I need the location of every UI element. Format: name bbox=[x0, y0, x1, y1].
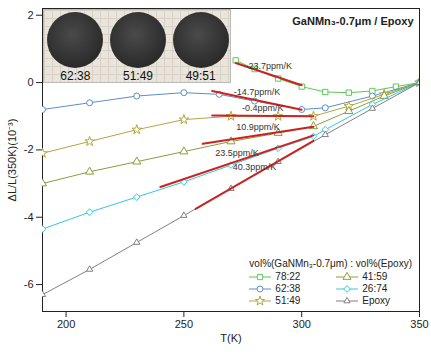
html-text:Epoxy: Epoxy bbox=[362, 295, 391, 306]
svg-text:-14.7ppm/K: -14.7ppm/K bbox=[234, 87, 281, 97]
html-text:78:22: 78:22 bbox=[275, 271, 301, 282]
svg-text:2: 2 bbox=[27, 9, 33, 21]
svg-text:0: 0 bbox=[27, 76, 33, 88]
svg-text:T(K): T(K) bbox=[220, 332, 241, 344]
svg-text:40.3ppm/K: 40.3ppm/K bbox=[233, 162, 277, 172]
svg-text:-0.4ppm/K: -0.4ppm/K bbox=[242, 103, 284, 113]
svg-text:10.9ppm/K: 10.9ppm/K bbox=[236, 122, 280, 132]
html-text:51:49: 51:49 bbox=[275, 295, 301, 306]
html-text:51:49: 51:49 bbox=[123, 69, 153, 83]
svg-text:23.5ppm/K: 23.5ppm/K bbox=[215, 148, 259, 158]
svg-text:-23.7ppm/K: -23.7ppm/K bbox=[245, 61, 292, 71]
svg-text:GaNMn₃-0.7μm / Epoxy: GaNMn₃-0.7μm / Epoxy bbox=[292, 15, 414, 27]
svg-text:300: 300 bbox=[293, 318, 311, 330]
svg-text:ΔL/L(350K)(10⁻³): ΔL/L(350K)(10⁻³) bbox=[6, 119, 18, 202]
svg-text:200: 200 bbox=[57, 318, 75, 330]
html-text:vol%(GaNMn₃-0.7μm) : vol%(Epox: vol%(GaNMn₃-0.7μm) : vol%(Epoxy) bbox=[249, 258, 412, 269]
svg-text:-2: -2 bbox=[24, 143, 34, 155]
svg-text:-6: -6 bbox=[24, 278, 34, 290]
html-text:26:74: 26:74 bbox=[362, 283, 388, 294]
html-text:62:38: 62:38 bbox=[275, 283, 301, 294]
svg-text:350: 350 bbox=[410, 318, 428, 330]
svg-text:-4: -4 bbox=[24, 211, 34, 223]
html-text:49:51: 49:51 bbox=[185, 69, 216, 83]
html-text:62:38: 62:38 bbox=[60, 69, 91, 83]
svg-text:250: 250 bbox=[175, 318, 193, 330]
html-text:41:59: 41:59 bbox=[362, 271, 388, 282]
